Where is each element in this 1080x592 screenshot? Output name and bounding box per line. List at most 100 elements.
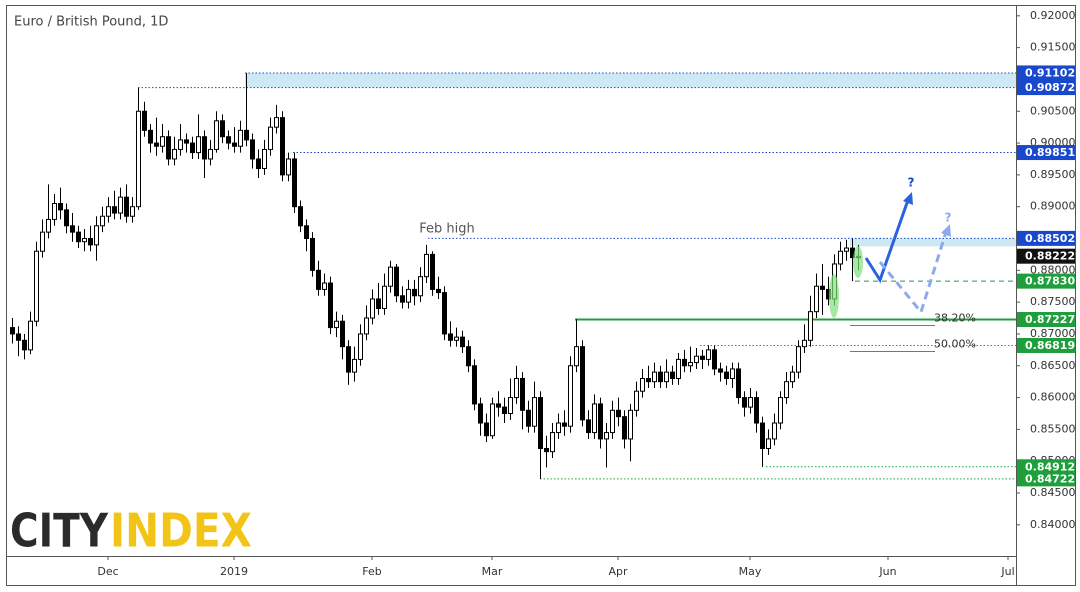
- candle-body: [562, 422, 567, 427]
- price-badge-label: 0.88502: [1025, 232, 1075, 245]
- projection-arrow-alt: [878, 231, 948, 316]
- fib-label: 38.20%: [934, 312, 976, 325]
- candle-body: [118, 196, 123, 214]
- candle-body: [16, 333, 21, 341]
- candle-body: [700, 355, 705, 360]
- candle-body: [334, 320, 339, 329]
- candle-body: [448, 333, 453, 341]
- candle-body: [466, 346, 471, 367]
- candle-body: [70, 225, 75, 233]
- candle-body: [532, 397, 537, 427]
- candle-body: [742, 397, 747, 408]
- candle-body: [574, 346, 579, 367]
- candle-body: [604, 432, 609, 440]
- candle-body: [280, 117, 285, 176]
- candle-body: [652, 371, 657, 383]
- candle-body: [514, 377, 519, 399]
- price-badge-label: 0.84722: [1025, 472, 1075, 485]
- candle-body: [592, 403, 597, 434]
- candle-body: [190, 142, 195, 154]
- candle-body: [820, 285, 825, 290]
- candle-body: [130, 206, 135, 217]
- candle-body: [508, 397, 513, 414]
- candle-body: [106, 206, 111, 217]
- candle-body: [232, 142, 237, 147]
- candle-body: [556, 422, 561, 434]
- candle-body: [730, 368, 735, 379]
- candle-body: [838, 250, 843, 265]
- price-badge-label: 0.91102: [1025, 66, 1075, 79]
- candle-body: [304, 225, 309, 240]
- candle-body: [94, 225, 99, 246]
- arrow-head: [941, 224, 951, 237]
- candle-body: [520, 377, 525, 411]
- candle-body: [358, 333, 363, 360]
- price-badge: [1017, 230, 1075, 246]
- candle-body: [442, 292, 447, 335]
- candle-body: [784, 381, 789, 399]
- candle-body: [694, 355, 699, 364]
- candle-body: [46, 218, 51, 233]
- candle-body: [40, 231, 45, 252]
- candle-body: [808, 311, 813, 341]
- candle-body: [496, 403, 501, 408]
- x-tick-label: May: [739, 565, 762, 578]
- candle-body: [670, 371, 675, 379]
- x-tick-label: Feb: [362, 565, 381, 578]
- highlight: [829, 274, 839, 318]
- candle-body: [754, 397, 759, 424]
- candle-body: [760, 422, 765, 449]
- candle-body: [298, 206, 303, 227]
- candle-body: [352, 358, 357, 373]
- price-badge: [1017, 273, 1075, 289]
- candle-body: [250, 139, 255, 160]
- highlight: [853, 246, 863, 278]
- candle-body: [628, 409, 633, 440]
- candle-body: [460, 336, 465, 348]
- fib-label: 50.00%: [934, 337, 976, 350]
- candle-body: [502, 406, 507, 414]
- y-tick-label: 0.84000: [1030, 518, 1076, 531]
- candle-body: [196, 136, 201, 154]
- candle-body: [472, 365, 477, 405]
- candle-body: [322, 282, 327, 290]
- candle-body: [208, 148, 213, 160]
- candle-body: [814, 285, 819, 313]
- price-badge-label: 0.90872: [1025, 81, 1075, 94]
- candle-body: [748, 397, 753, 408]
- candle-body: [226, 136, 231, 144]
- y-tick-label: 0.90500: [1030, 104, 1076, 117]
- candle-body: [166, 136, 171, 160]
- candle-body: [310, 238, 315, 271]
- candle-body: [538, 397, 543, 449]
- candle-body: [124, 196, 129, 217]
- candle-body: [172, 148, 177, 160]
- candle-body: [484, 422, 489, 437]
- y-tick-label: 0.87500: [1030, 295, 1076, 308]
- candle-body: [34, 250, 39, 322]
- axis: 0.840000.845000.850000.855000.860000.865…: [97, 9, 1075, 578]
- candle-body: [376, 298, 381, 309]
- candle-body: [220, 120, 225, 138]
- candle-body: [292, 158, 297, 208]
- candle-body: [64, 209, 69, 227]
- candle-body: [148, 129, 153, 144]
- candle-body: [274, 117, 279, 128]
- candle-body: [724, 371, 729, 379]
- y-tick-label: 0.89000: [1030, 200, 1076, 213]
- price-badge-label: 0.87227: [1025, 313, 1075, 326]
- candle-body: [622, 416, 627, 440]
- candle-body: [406, 288, 411, 303]
- candle-body: [712, 349, 717, 370]
- candle-body: [346, 346, 351, 373]
- x-tick-label: 2019: [220, 565, 248, 578]
- candle-body: [10, 327, 15, 335]
- candle-body: [154, 142, 159, 147]
- candle-body: [178, 139, 183, 150]
- y-tick-label: 0.86500: [1030, 359, 1076, 372]
- y-tick-label: 0.91500: [1030, 41, 1076, 54]
- candle-body: [418, 276, 423, 297]
- candle-body: [616, 409, 621, 418]
